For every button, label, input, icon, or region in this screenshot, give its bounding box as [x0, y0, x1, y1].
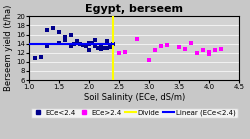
- Point: [99, 48, 103, 50]
- Point: [105, 47, 109, 49]
- Point: [147, 58, 151, 61]
- Legend: ECe<2.4, ECe>2.4, Divide, Linear (ECe<2.4): ECe<2.4, ECe>2.4, Divide, Linear (ECe<2.…: [31, 108, 238, 118]
- Point: [75, 40, 79, 43]
- Y-axis label: Berseem yield (t/ha): Berseem yield (t/ha): [4, 5, 13, 91]
- Point: [57, 31, 61, 33]
- Point: [195, 52, 199, 54]
- Point: [45, 29, 49, 31]
- Point: [87, 49, 91, 52]
- Point: [93, 43, 97, 46]
- Point: [63, 39, 67, 41]
- Point: [111, 43, 115, 45]
- Point: [207, 53, 211, 55]
- Point: [90, 42, 94, 44]
- Point: [123, 51, 127, 53]
- Point: [108, 46, 112, 48]
- Point: [117, 52, 121, 54]
- Point: [78, 43, 82, 45]
- Point: [105, 40, 109, 43]
- Point: [153, 49, 157, 52]
- Point: [189, 42, 193, 44]
- Point: [165, 43, 169, 46]
- Point: [96, 47, 100, 49]
- Point: [99, 46, 103, 48]
- Point: [219, 48, 223, 50]
- Point: [45, 45, 49, 47]
- Point: [87, 42, 91, 44]
- Point: [207, 51, 211, 53]
- Point: [201, 49, 205, 52]
- Point: [57, 42, 61, 44]
- Point: [39, 56, 43, 58]
- Title: Egypt, berseem: Egypt, berseem: [85, 4, 183, 14]
- Point: [69, 45, 73, 47]
- Point: [177, 46, 181, 48]
- Point: [87, 43, 91, 45]
- Point: [102, 47, 106, 49]
- Point: [159, 45, 163, 47]
- Point: [93, 45, 97, 47]
- Point: [81, 43, 85, 46]
- Point: [33, 57, 37, 59]
- Point: [213, 49, 217, 52]
- Point: [183, 48, 187, 50]
- Point: [51, 27, 55, 29]
- Point: [93, 39, 97, 41]
- Point: [69, 33, 73, 36]
- X-axis label: Soil Salinity (ECe, dS/m): Soil Salinity (ECe, dS/m): [84, 93, 185, 102]
- Point: [63, 36, 67, 38]
- Point: [84, 45, 88, 47]
- Point: [72, 43, 76, 45]
- Point: [135, 38, 139, 40]
